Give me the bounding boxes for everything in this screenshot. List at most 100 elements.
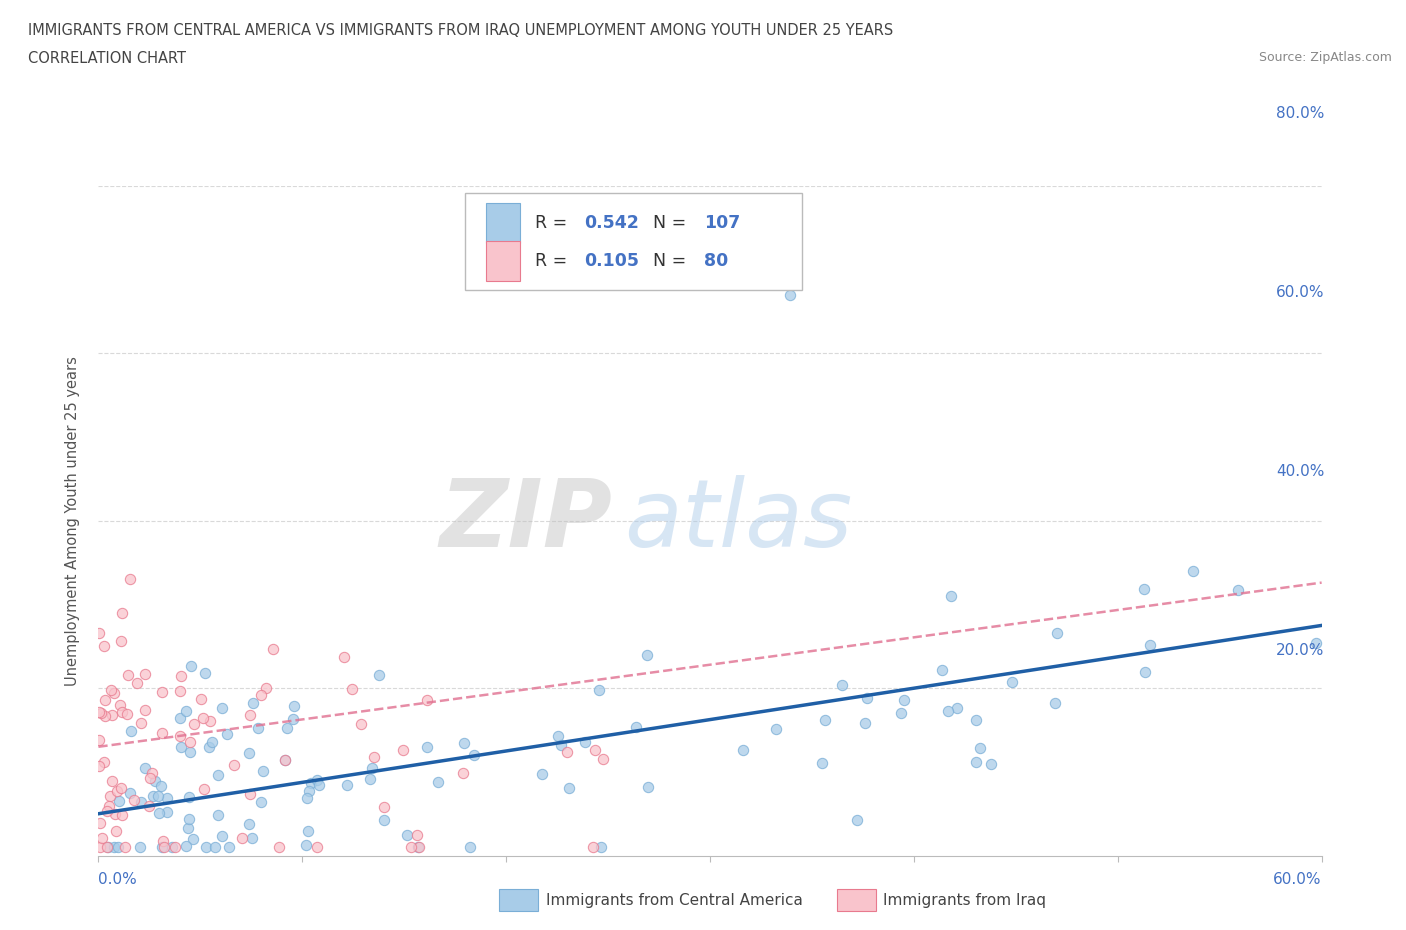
Text: N =: N =: [669, 142, 709, 160]
Point: [246, 710, 269, 724]
Point: [314, 642, 336, 657]
Point: [309, 649, 332, 664]
Point: [176, 644, 198, 658]
Point: [170, 720, 193, 735]
Point: [221, 690, 243, 705]
Point: [173, 811, 195, 826]
Point: [489, 732, 512, 747]
Point: [339, 660, 361, 675]
Point: [197, 761, 219, 776]
Point: [257, 673, 280, 688]
Point: [1018, 582, 1040, 597]
Text: 60.0%: 60.0%: [1218, 845, 1265, 860]
Point: [449, 798, 471, 813]
Point: [311, 729, 333, 744]
Point: [921, 665, 943, 680]
Point: [174, 767, 197, 782]
Point: [238, 693, 260, 708]
Point: [489, 699, 512, 714]
Point: [352, 751, 374, 766]
Point: [194, 686, 217, 701]
Point: [266, 699, 288, 714]
Point: [1101, 595, 1123, 610]
Text: 0.0%: 0.0%: [176, 845, 215, 860]
Point: [610, 643, 633, 658]
Point: [321, 600, 343, 615]
Point: [245, 790, 267, 805]
Point: [177, 671, 200, 685]
Point: [191, 628, 214, 643]
Point: [979, 634, 1001, 649]
Point: [1017, 658, 1039, 672]
Point: [188, 811, 211, 826]
Point: [249, 679, 271, 694]
Text: IMMIGRANTS FROM CENTRAL AMERICA VS IMMIGRANTS FROM IRAQ UNEMPLOYMENT AMONG YOUTH: IMMIGRANTS FROM CENTRAL AMERICA VS IMMIG…: [28, 23, 893, 38]
Point: [350, 758, 373, 773]
Point: [880, 667, 903, 682]
Point: [612, 811, 634, 826]
Point: [882, 654, 904, 669]
Point: [808, 721, 831, 736]
Point: [214, 756, 236, 771]
Point: [644, 683, 666, 698]
Point: [574, 693, 596, 708]
Text: 0.542: 0.542: [609, 142, 664, 160]
Point: [389, 643, 412, 658]
Point: [217, 756, 239, 771]
Point: [450, 811, 472, 826]
Point: [309, 764, 332, 778]
Point: [167, 669, 190, 684]
Point: [181, 751, 204, 766]
Point: [780, 220, 803, 235]
Point: [184, 659, 207, 674]
Point: [225, 759, 247, 774]
Point: [219, 775, 242, 790]
Point: [827, 637, 849, 652]
Point: [330, 719, 353, 734]
Text: R =: R =: [565, 142, 603, 160]
Point: [236, 673, 259, 688]
Point: [599, 699, 621, 714]
Point: [165, 697, 187, 711]
Point: [209, 737, 232, 751]
Point: [222, 805, 245, 820]
Point: [202, 763, 225, 777]
Point: [209, 767, 232, 782]
Point: [183, 811, 205, 826]
Point: [302, 658, 325, 672]
Point: [274, 663, 297, 678]
Point: [946, 675, 969, 690]
Point: [1140, 516, 1163, 531]
Point: [180, 777, 202, 791]
Point: [264, 677, 287, 692]
Point: [269, 811, 291, 826]
Text: CORRELATION CHART: CORRELATION CHART: [28, 51, 186, 66]
Point: [361, 745, 384, 760]
Point: [738, 707, 761, 722]
Point: [1097, 623, 1119, 638]
Point: [849, 652, 872, 667]
Point: [440, 799, 463, 814]
Point: [190, 670, 212, 684]
FancyBboxPatch shape: [503, 119, 803, 222]
Point: [605, 811, 627, 826]
Point: [221, 811, 243, 826]
FancyBboxPatch shape: [522, 170, 551, 213]
Point: [232, 811, 254, 826]
Text: 107: 107: [716, 142, 751, 160]
Point: [202, 811, 225, 826]
Point: [654, 747, 676, 762]
Point: [457, 654, 479, 669]
Point: [419, 782, 441, 797]
Point: [212, 732, 235, 747]
Point: [848, 679, 870, 694]
Point: [238, 628, 260, 643]
Point: [256, 653, 278, 668]
Point: [582, 710, 605, 724]
Point: [238, 644, 260, 659]
Point: [193, 753, 215, 768]
Point: [166, 785, 188, 800]
Point: [215, 740, 238, 755]
Point: [946, 721, 969, 736]
Point: [307, 684, 329, 699]
